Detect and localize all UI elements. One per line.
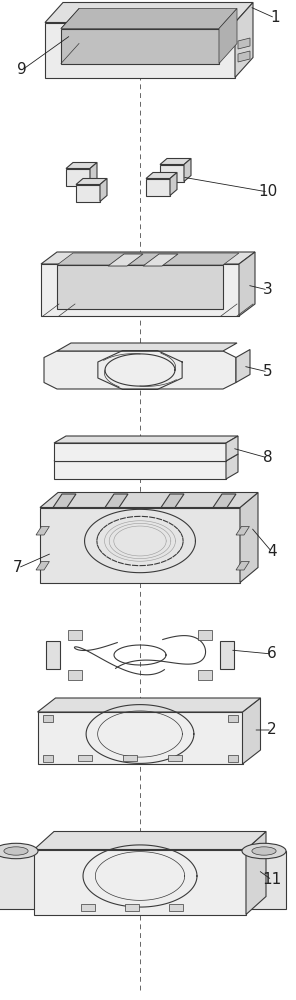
- Bar: [78, 755, 92, 761]
- Polygon shape: [242, 851, 286, 909]
- Polygon shape: [198, 630, 212, 640]
- Text: 4: 4: [267, 544, 277, 560]
- Bar: [169, 904, 183, 910]
- Polygon shape: [61, 28, 219, 64]
- Polygon shape: [235, 2, 253, 78]
- Polygon shape: [66, 162, 97, 168]
- Polygon shape: [236, 526, 250, 535]
- Text: 6: 6: [267, 647, 277, 662]
- Polygon shape: [246, 832, 266, 914]
- Polygon shape: [57, 253, 239, 265]
- Polygon shape: [57, 265, 223, 309]
- Polygon shape: [38, 712, 242, 764]
- Polygon shape: [45, 2, 253, 22]
- Polygon shape: [90, 162, 97, 186]
- Polygon shape: [40, 508, 240, 582]
- Text: 8: 8: [263, 450, 273, 466]
- Bar: [228, 755, 237, 762]
- Polygon shape: [236, 350, 250, 382]
- Polygon shape: [238, 51, 250, 62]
- Polygon shape: [68, 670, 82, 680]
- Polygon shape: [161, 494, 184, 508]
- Text: 7: 7: [13, 560, 23, 576]
- Text: 2: 2: [267, 722, 277, 738]
- Polygon shape: [220, 641, 234, 669]
- Polygon shape: [34, 832, 266, 850]
- Text: 3: 3: [263, 282, 273, 298]
- Polygon shape: [46, 641, 60, 669]
- Text: 11: 11: [262, 872, 281, 888]
- Polygon shape: [68, 630, 82, 640]
- Polygon shape: [146, 178, 170, 196]
- Bar: [125, 904, 139, 910]
- Text: 10: 10: [258, 184, 278, 200]
- Polygon shape: [45, 22, 235, 78]
- Polygon shape: [34, 850, 246, 914]
- Polygon shape: [146, 172, 177, 178]
- Polygon shape: [36, 562, 49, 570]
- Polygon shape: [54, 443, 226, 461]
- Polygon shape: [54, 461, 226, 479]
- Polygon shape: [160, 158, 191, 164]
- Ellipse shape: [252, 847, 276, 855]
- Text: 9: 9: [17, 62, 27, 78]
- Bar: [81, 904, 95, 910]
- Polygon shape: [53, 494, 76, 508]
- Polygon shape: [36, 526, 49, 535]
- Polygon shape: [66, 168, 90, 186]
- Bar: [43, 715, 52, 722]
- Polygon shape: [76, 184, 100, 202]
- Polygon shape: [105, 494, 128, 508]
- Bar: [123, 755, 137, 761]
- Ellipse shape: [0, 843, 38, 859]
- Text: 1: 1: [270, 10, 280, 25]
- Ellipse shape: [4, 847, 28, 855]
- Polygon shape: [238, 38, 250, 49]
- Polygon shape: [54, 436, 238, 443]
- Bar: [228, 715, 237, 722]
- Polygon shape: [38, 698, 260, 712]
- Polygon shape: [44, 351, 236, 389]
- Polygon shape: [170, 172, 177, 196]
- Bar: [43, 755, 52, 762]
- Ellipse shape: [242, 843, 286, 859]
- Polygon shape: [219, 8, 237, 64]
- Polygon shape: [184, 158, 191, 182]
- Bar: [168, 755, 182, 761]
- Polygon shape: [57, 343, 237, 351]
- Polygon shape: [41, 264, 239, 316]
- Polygon shape: [54, 454, 238, 461]
- Polygon shape: [242, 698, 260, 764]
- Polygon shape: [236, 562, 250, 570]
- Polygon shape: [40, 492, 258, 508]
- Polygon shape: [239, 252, 255, 316]
- Polygon shape: [143, 254, 178, 266]
- Polygon shape: [160, 164, 184, 182]
- Polygon shape: [198, 670, 212, 680]
- Polygon shape: [108, 254, 143, 266]
- Text: 5: 5: [263, 364, 273, 379]
- Polygon shape: [76, 178, 107, 184]
- Polygon shape: [213, 494, 236, 508]
- Polygon shape: [100, 178, 107, 202]
- Polygon shape: [226, 454, 238, 479]
- Polygon shape: [240, 492, 258, 582]
- Polygon shape: [226, 436, 238, 461]
- Polygon shape: [41, 252, 255, 264]
- Polygon shape: [61, 8, 237, 28]
- Polygon shape: [0, 851, 38, 909]
